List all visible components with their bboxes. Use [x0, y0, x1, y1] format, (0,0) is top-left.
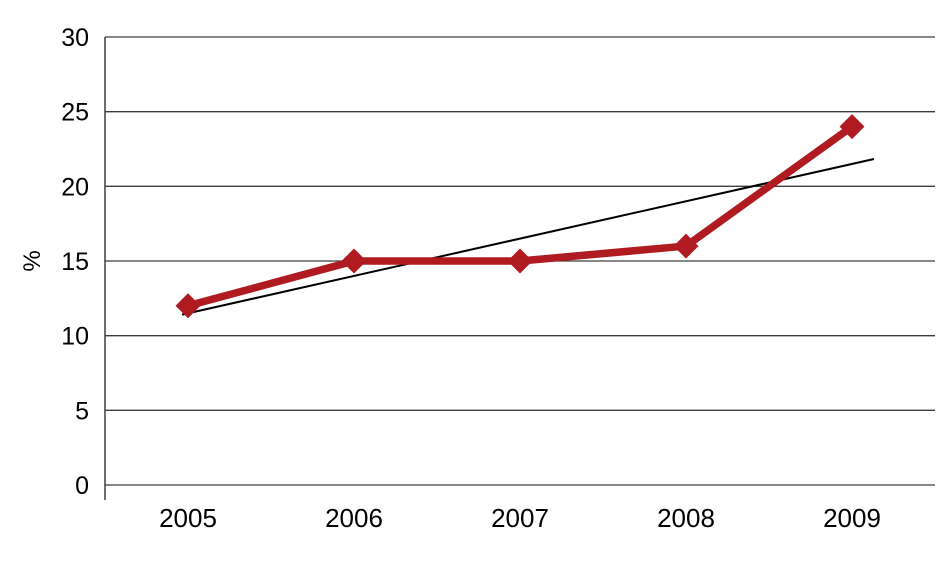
x-tick-label: 2005 — [159, 503, 217, 533]
data-series-group — [175, 114, 865, 319]
data-point-marker — [175, 293, 201, 319]
y-tick-label: 25 — [61, 99, 89, 127]
x-tick-label: 2009 — [823, 503, 881, 533]
y-tick-label: 20 — [61, 173, 89, 201]
y-axis-title: % — [19, 250, 46, 271]
data-point-marker — [507, 248, 533, 274]
y-tick-label: 10 — [61, 323, 89, 351]
y-tick-label: 30 — [61, 24, 89, 52]
trend-line-group — [181, 158, 875, 316]
data-point-marker — [839, 114, 865, 140]
gridlines — [105, 36, 935, 486]
x-tick-label: 2008 — [657, 503, 715, 533]
data-point-marker — [673, 233, 699, 259]
y-axis-tick-labels: 0 5 10 15 20 25 30 — [61, 24, 89, 500]
y-tick-label: 5 — [75, 397, 89, 425]
trend-line — [181, 158, 875, 316]
x-tick-label: 2006 — [325, 503, 383, 533]
x-tick-label: 2007 — [491, 503, 549, 533]
x-axis-tick-labels: 2005 2006 2007 2008 2009 — [159, 503, 881, 533]
y-tick-label: 15 — [61, 248, 89, 276]
data-point-marker — [341, 248, 367, 274]
y-tick-label: 0 — [75, 472, 89, 500]
series-line — [184, 122, 856, 310]
